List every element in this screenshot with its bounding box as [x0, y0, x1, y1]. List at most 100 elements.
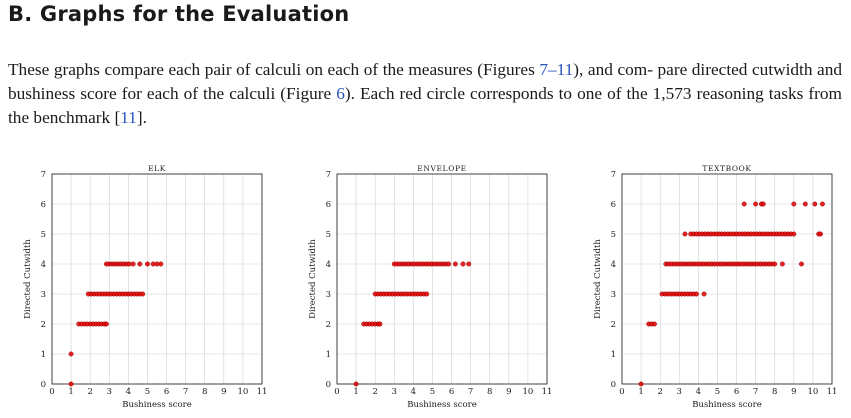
- y-tick-label: 5: [326, 230, 331, 240]
- data-point: [682, 231, 688, 237]
- intro-text-2: ), and com- pare directed cutwidth and b…: [8, 60, 842, 103]
- y-tick-label: 3: [326, 290, 331, 300]
- figure-row: 0 1 2 3 4 5 6 7 8 9 10 11 0 1 2 3 4 5 6 7 ELK Bushiness score…: [0, 152, 851, 418]
- x-tick-label: 1: [638, 387, 643, 397]
- x-tick-label: 7: [753, 387, 758, 397]
- x-tick-label: 8: [202, 387, 207, 397]
- data-point: [812, 201, 818, 207]
- y-tick-label: 7: [611, 170, 616, 180]
- x-tick-label: 8: [487, 387, 492, 397]
- x-tick-label: 10: [522, 387, 533, 397]
- y-tick-label: 6: [611, 200, 616, 210]
- x-tick-label: 2: [657, 387, 662, 397]
- x-tick-label: 10: [237, 387, 248, 397]
- x-tick-label: 3: [392, 387, 397, 397]
- data-point: [158, 261, 164, 267]
- x-tick-label: 11: [827, 387, 838, 397]
- x-tick-label: 0: [334, 387, 339, 397]
- data-point: [377, 321, 383, 327]
- chart-title: TEXTBOOK: [702, 164, 751, 173]
- data-point: [466, 261, 472, 267]
- citation-link[interactable]: 11: [120, 108, 137, 127]
- data-point: [694, 291, 699, 297]
- data-point: [652, 321, 657, 327]
- x-tick-label: 5: [430, 387, 435, 397]
- data-point: [68, 381, 74, 387]
- data-point: [103, 321, 109, 327]
- x-tick-label: 6: [449, 387, 454, 397]
- y-tick-label: 0: [326, 380, 331, 390]
- x-axis-label: Bushiness score: [692, 400, 762, 410]
- y-tick-label: 3: [611, 290, 616, 300]
- data-point: [452, 261, 458, 267]
- data-point: [446, 261, 452, 267]
- x-tick-label: 0: [49, 387, 54, 397]
- x-tick-label: 6: [164, 387, 169, 397]
- intro-paragraph: These graphs compare each pair of calcul…: [8, 58, 842, 130]
- plot-frame: [621, 173, 833, 385]
- x-tick-label: 0: [619, 387, 624, 397]
- data-point: [772, 261, 778, 267]
- chart-textbook: 0 1 2 3 4 5 6 7 8 9 10 11 0 1 2 3 4 5 6 7 TEXTBOOK Bushiness …: [593, 164, 837, 410]
- data-point: [353, 381, 359, 387]
- data-point: [802, 201, 808, 207]
- intro-text-3: ). Each red circle corresponds to one of…: [8, 84, 842, 127]
- x-tick-label: 7: [183, 387, 188, 397]
- x-tick-label: 5: [715, 387, 720, 397]
- data-point: [130, 261, 136, 267]
- y-tick-label: 2: [611, 320, 616, 330]
- figure-link[interactable]: 6: [336, 84, 345, 103]
- data-point: [779, 261, 785, 267]
- chart-title: ELK: [148, 164, 166, 173]
- data-point: [137, 261, 143, 267]
- y-tick-label: 0: [611, 380, 616, 390]
- x-tick-label: 11: [257, 387, 268, 397]
- x-tick-label: 3: [107, 387, 112, 397]
- x-tick-label: 1: [68, 387, 73, 397]
- x-tick-label: 4: [411, 387, 416, 397]
- y-axis-label: Directed Cutwidth: [593, 239, 603, 319]
- y-tick-label: 2: [326, 320, 331, 330]
- x-tick-label: 8: [772, 387, 777, 397]
- x-tick-label: 9: [791, 387, 796, 397]
- y-tick-label: 0: [41, 380, 46, 390]
- x-tick-label: 10: [807, 387, 818, 397]
- y-tick-label: 4: [41, 260, 46, 270]
- data-point: [68, 351, 74, 357]
- plot-frame: [336, 173, 548, 385]
- data-point: [791, 201, 797, 207]
- data-point: [791, 231, 797, 237]
- figure-range-link[interactable]: 7–11: [539, 60, 574, 79]
- data-point: [818, 231, 823, 237]
- data-point: [424, 291, 430, 297]
- intro-text-1: These graphs compare each pair of calcul…: [8, 60, 540, 79]
- data-point: [638, 381, 644, 387]
- data-point: [820, 201, 825, 207]
- x-axis-label: Bushiness score: [407, 400, 477, 410]
- data-point: [701, 291, 707, 297]
- data-point: [753, 201, 759, 207]
- x-axis-label: Bushiness score: [122, 400, 192, 410]
- y-tick-label: 5: [611, 230, 616, 240]
- x-tick-label: 6: [734, 387, 739, 397]
- data-point: [741, 201, 747, 207]
- data-point: [760, 201, 766, 207]
- x-tick-label: 4: [126, 387, 131, 397]
- y-tick-label: 6: [41, 200, 46, 210]
- y-tick-label: 1: [611, 350, 616, 360]
- chart-envelope: 0 1 2 3 4 5 6 7 8 9 10 11 0 1 2 3 4 5 6 7 ENVELOPE Bushiness …: [308, 164, 552, 410]
- x-tick-label: 7: [468, 387, 473, 397]
- data-point: [799, 261, 804, 267]
- plot-frame: [51, 173, 263, 385]
- y-tick-label: 1: [41, 350, 46, 360]
- x-tick-label: 2: [87, 387, 92, 397]
- data-point: [140, 291, 146, 297]
- data-point: [145, 261, 150, 267]
- x-tick-label: 3: [677, 387, 682, 397]
- y-tick-label: 7: [41, 170, 46, 180]
- x-tick-label: 9: [506, 387, 511, 397]
- x-tick-label: 4: [696, 387, 701, 397]
- x-tick-label: 2: [372, 387, 377, 397]
- y-tick-label: 4: [326, 260, 331, 270]
- x-tick-label: 1: [353, 387, 358, 397]
